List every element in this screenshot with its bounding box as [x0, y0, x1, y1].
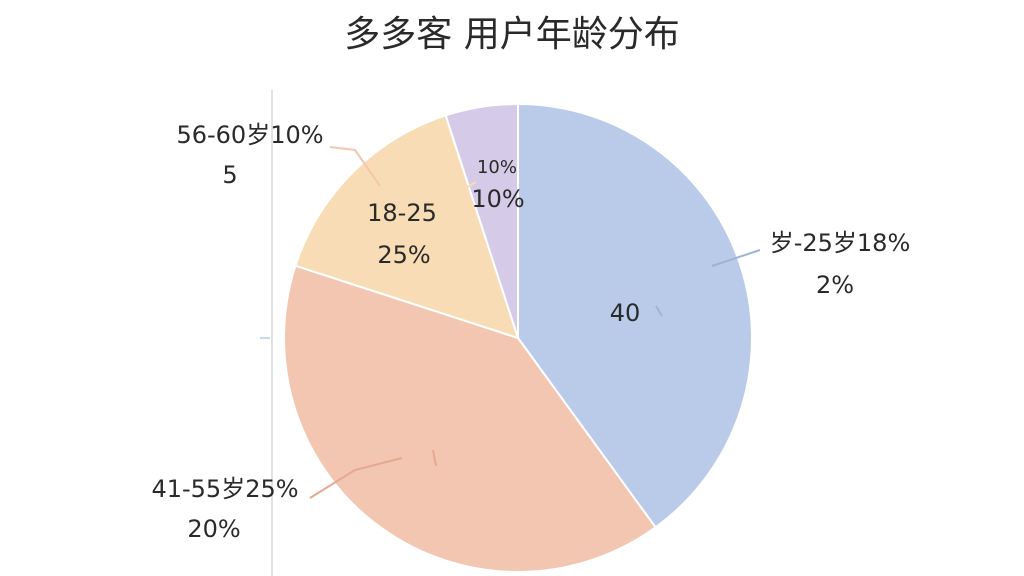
- leader-line: [329, 146, 381, 187]
- annotation: 20%: [187, 515, 240, 543]
- annotation: 10%: [471, 185, 524, 213]
- annotation: 岁-25岁18%: [770, 229, 911, 257]
- pie-slice: [444, 102, 519, 339]
- annotation: 25%: [377, 241, 430, 269]
- pie: [283, 102, 753, 573]
- chart-title: 多多客 用户年龄分布: [344, 14, 679, 55]
- leader-line: [432, 449, 437, 467]
- annotation: 10%: [477, 157, 517, 178]
- labels: 56-60岁10% 5 18-25 25% 10% 10% 岁-25岁18% 2% 40 41-5…: [151, 121, 910, 543]
- annotation: 40: [610, 299, 641, 327]
- leader-lines: [309, 146, 761, 499]
- pie-slice: [283, 264, 657, 573]
- leader-line: [711, 249, 761, 267]
- leader-line: [309, 457, 403, 499]
- pie-slice: [294, 114, 520, 340]
- annotation: 2%: [816, 271, 854, 299]
- leader-line: [655, 305, 663, 317]
- pie-slice: [517, 102, 753, 529]
- annotation: 41-55岁25%: [151, 475, 298, 503]
- annotation: 5: [222, 161, 237, 189]
- annotation: 18-25: [367, 199, 437, 227]
- leader-line: [444, 181, 477, 201]
- annotation: 56-60岁10%: [176, 121, 323, 149]
